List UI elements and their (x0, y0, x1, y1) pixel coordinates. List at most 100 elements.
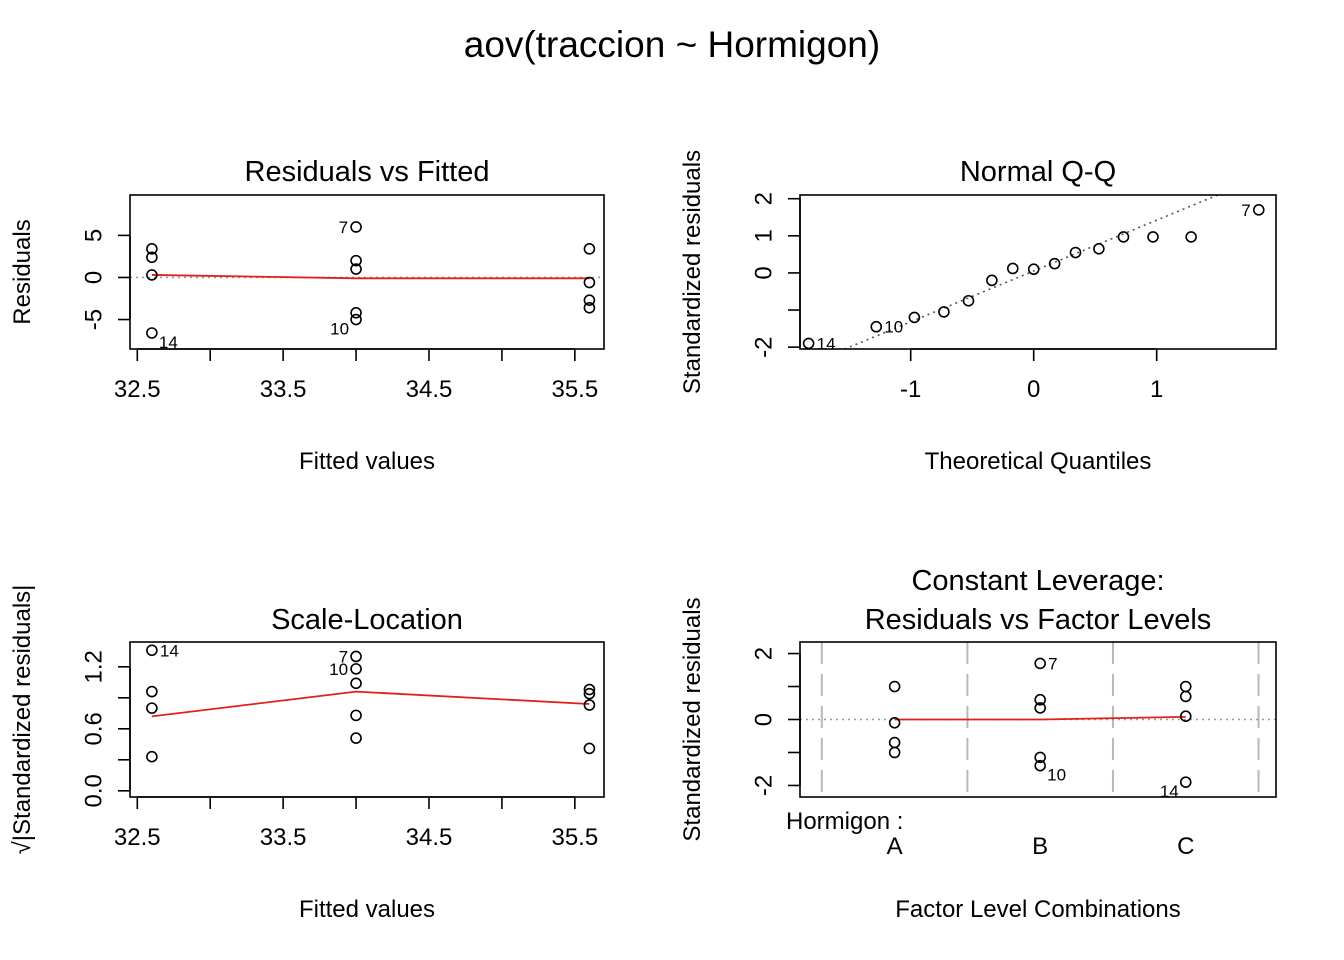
data-point (350, 650, 362, 663)
page-title: aov(traccion ~ Hormigon) (464, 24, 880, 65)
x-tick-label: 33.5 (260, 376, 307, 403)
data-point (146, 644, 158, 657)
panel-title: Normal Q-Q (960, 156, 1116, 188)
data-point (583, 294, 596, 306)
x-tick-label: 35.5 (551, 376, 598, 403)
data-point (146, 251, 158, 264)
data-point (350, 732, 362, 744)
panel-title: Scale-Location (271, 604, 463, 636)
data-point (1027, 263, 1040, 276)
data-point (583, 683, 596, 696)
x-tick-label: 33.5 (260, 824, 307, 851)
data-point (1069, 246, 1082, 259)
point-label: 10 (330, 320, 349, 339)
point-label: 7 (339, 647, 348, 666)
smoother-line (894, 715, 1186, 721)
data-point (986, 274, 998, 287)
panel-lev: Constant Leverage: Residuals vs Factor Le… (679, 565, 1277, 923)
plot-frame (129, 194, 605, 350)
data-point (146, 685, 158, 698)
data-point (962, 294, 975, 307)
data-point (888, 680, 901, 693)
data-point (1034, 657, 1046, 670)
x-tick-label: 35.5 (551, 824, 598, 851)
data-point (583, 243, 596, 255)
data-point (1179, 776, 1192, 788)
smoother-line (151, 274, 590, 280)
data-point (1093, 243, 1105, 255)
point-label: 10 (884, 318, 903, 337)
data-point (888, 736, 901, 749)
point-label: 10 (329, 660, 348, 679)
data-point (350, 709, 362, 722)
data-point (1034, 693, 1046, 706)
data-point (1034, 759, 1046, 772)
y-tick-label: -2 (751, 775, 778, 796)
y-tick-label: 5 (81, 229, 108, 242)
y-tick-label: -5 (81, 309, 108, 330)
data-point (350, 263, 362, 275)
data-point (350, 221, 362, 233)
point-label: 7 (339, 218, 348, 237)
data-point (583, 276, 596, 289)
data-point (146, 702, 158, 714)
data-point (1179, 690, 1192, 703)
panel-title: Constant Leverage: (911, 565, 1164, 597)
point-label: 14 (1160, 782, 1179, 801)
plot-frame (129, 641, 605, 798)
data-point (1117, 231, 1130, 243)
data-point (1147, 231, 1159, 243)
data-point (1006, 262, 1019, 275)
data-point (583, 699, 596, 711)
y-tick-label: 2 (751, 647, 778, 660)
y-tick-label: 0 (751, 713, 778, 726)
x-tick-label: 0 (1027, 376, 1040, 403)
y-tick-label: 0.0 (81, 774, 108, 807)
data-point (146, 327, 158, 339)
data-point (583, 301, 596, 314)
category-label: B (1032, 833, 1048, 860)
data-point (802, 337, 815, 350)
data-point (1048, 257, 1061, 270)
y-tick-label: 0 (751, 266, 778, 279)
data-point (583, 687, 596, 700)
x-tick-label: 1 (1150, 376, 1163, 403)
y-tick-label: 1 (751, 229, 778, 242)
data-point (938, 306, 950, 318)
data-point (146, 269, 158, 281)
data-point (350, 307, 362, 319)
y-axis-title: Standardized residuals (679, 597, 706, 841)
data-point (350, 663, 362, 675)
data-point (1034, 751, 1046, 764)
data-point (1252, 204, 1265, 216)
data-point (146, 750, 158, 763)
y-axis-title: Residuals (9, 219, 36, 324)
panel-subtitle: Residuals vs Factor Levels (865, 604, 1212, 636)
panel-rvf: Residuals vs Fitted Fitted values Residual… (9, 156, 605, 475)
data-point (350, 254, 362, 267)
y-tick-label: -2 (751, 336, 778, 357)
data-point (908, 311, 921, 324)
data-point (350, 313, 362, 326)
point-label: 14 (817, 334, 836, 353)
category-label: A (887, 833, 903, 860)
data-point (1179, 680, 1192, 693)
x-axis-title: Theoretical Quantiles (925, 448, 1152, 475)
y-tick-label: 0 (81, 271, 108, 284)
data-point (146, 243, 158, 255)
smoother-line (151, 690, 590, 718)
y-tick-label: 0.6 (81, 712, 108, 745)
point-label: 14 (159, 333, 178, 352)
category-label: C (1177, 833, 1194, 860)
point-label: 7 (1241, 201, 1250, 220)
point-label: 10 (1047, 766, 1066, 785)
x-tick-label: -1 (900, 376, 921, 403)
data-point (870, 320, 883, 333)
x-tick-label: 34.5 (406, 376, 453, 403)
y-tick-label: 2 (751, 192, 778, 205)
point-label: 14 (160, 641, 179, 660)
y-axis-title: Standardized residuals (679, 150, 706, 394)
x-tick-label: 32.5 (114, 376, 161, 403)
factor-label: Hormigon : (786, 808, 903, 835)
